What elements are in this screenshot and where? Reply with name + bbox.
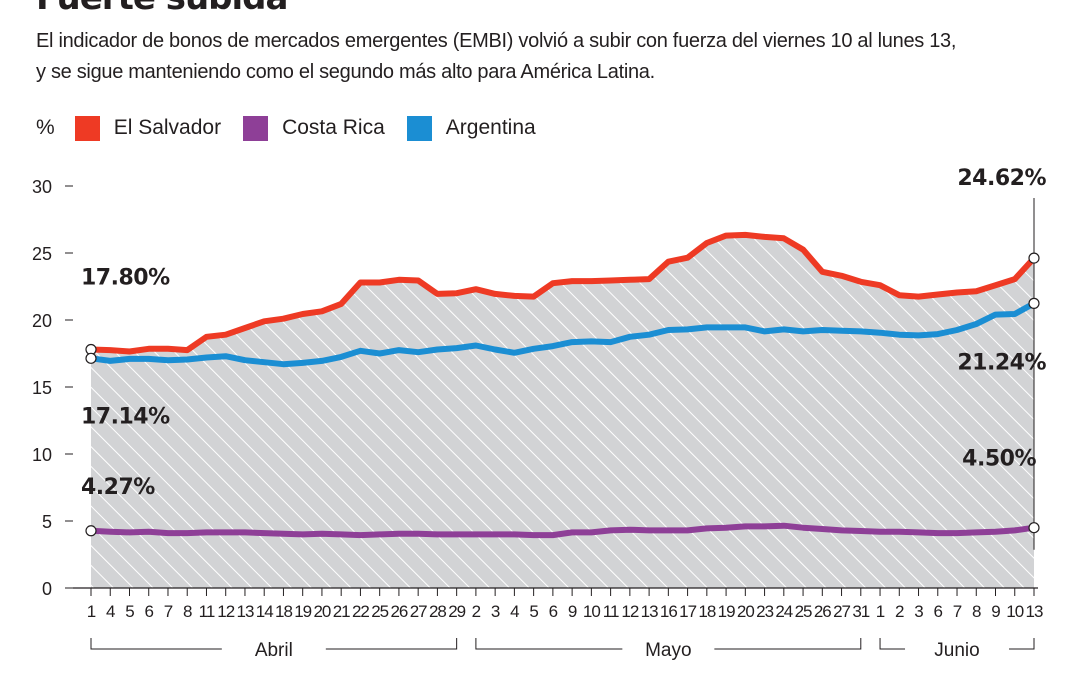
y-tick-label: 0	[42, 579, 52, 599]
x-tick-label: 25	[371, 602, 388, 621]
value-callout: 24.62%	[957, 166, 1046, 191]
x-tick-label: 8	[183, 602, 192, 621]
x-tick-label: 21	[333, 602, 350, 621]
subtitle: El indicador de bonos de mercados emerge…	[36, 26, 1046, 88]
argentina-line	[88, 300, 1037, 368]
y-tick-label: 25	[32, 244, 52, 264]
y-tick-label: 30	[32, 177, 52, 197]
x-tick-label: 14	[256, 602, 273, 621]
legend-item-costa-rica: Costa Rica	[243, 115, 385, 141]
x-tick-label: 7	[164, 602, 173, 621]
x-tick-label: 22	[352, 602, 369, 621]
x-tick-label: 25	[795, 602, 812, 621]
y-tick-label: 5	[42, 512, 52, 532]
x-tick-label: 9	[991, 602, 1000, 621]
endpoint-marker	[85, 525, 97, 537]
endpoint-marker	[1028, 252, 1040, 264]
x-tick-label: 26	[390, 602, 407, 621]
month-label: Abril	[255, 640, 293, 661]
x-tick-label: 2	[472, 602, 481, 621]
x-tick-label: 11	[603, 602, 619, 621]
x-tick-label: 7	[953, 602, 962, 621]
subtitle-line-1: El indicador de bonos de mercados emerge…	[36, 30, 957, 52]
x-tick-label: 6	[549, 602, 558, 621]
x-tick-label: 1	[876, 602, 885, 621]
y-tick-label: 10	[32, 445, 52, 465]
x-tick-label: 28	[429, 602, 446, 621]
x-tick-label: 6	[934, 602, 943, 621]
month-bracket	[90, 638, 458, 650]
x-tick-label: 13	[236, 602, 253, 621]
x-tick-label: 19	[294, 602, 311, 621]
value-callout: 17.14%	[81, 404, 170, 429]
legend-label-costa-rica: Costa Rica	[282, 116, 385, 139]
value-callout: 17.80%	[81, 265, 170, 290]
x-tick-label: 27	[410, 602, 427, 621]
x-tick-label: 4	[510, 602, 519, 621]
x-tick-label: 26	[814, 602, 831, 621]
month-bracket	[475, 638, 862, 650]
legend-item-argentina: Argentina	[406, 115, 536, 141]
value-callout: 4.50%	[962, 447, 1036, 472]
legend-swatch-costa-rica	[243, 115, 269, 141]
unit-label: %	[36, 116, 55, 139]
month-label: Junio	[934, 640, 979, 661]
y-tick-label: 20	[32, 311, 52, 331]
x-tick-label: 12	[217, 602, 234, 621]
x-tick-label: 20	[737, 602, 754, 621]
page-title: Fuerte subida	[36, 0, 288, 18]
x-tick-label: 3	[914, 602, 923, 621]
x-tick-label: 16	[660, 602, 677, 621]
x-tick-label: 24	[775, 602, 792, 621]
x-tick-label: 20	[313, 602, 330, 621]
x-tick-label: 18	[698, 602, 715, 621]
x-tick-label: 13	[641, 602, 658, 621]
x-tick-label: 4	[106, 602, 115, 621]
value-callout: 4.27%	[81, 475, 155, 500]
chart-legend: % El Salvador Costa Rica Argentina	[36, 112, 558, 144]
endpoint-marker	[85, 352, 97, 364]
legend-swatch-argentina	[406, 115, 432, 141]
y-tick-label: 15	[32, 378, 52, 398]
value-callout: 21.24%	[957, 350, 1046, 375]
x-tick-label: 13	[1026, 602, 1043, 621]
x-tick-label: 10	[1006, 602, 1023, 621]
x-tick-label: 5	[125, 602, 134, 621]
endpoint-marker	[1028, 522, 1040, 534]
subtitle-line-2: y se sigue manteniendo como el segundo m…	[36, 61, 655, 83]
x-tick-label: 27	[833, 602, 850, 621]
x-tick-label: 19	[718, 602, 735, 621]
costa-rica-line	[88, 522, 1037, 539]
x-tick-label: 10	[583, 602, 600, 621]
x-tick-label: 8	[972, 602, 981, 621]
legend-label-argentina: Argentina	[445, 116, 536, 139]
area-fill-0	[91, 234, 1034, 588]
legend-item-el-salvador: El Salvador	[74, 115, 222, 141]
legend-label-el-salvador: El Salvador	[113, 116, 222, 139]
x-tick-label: 23	[756, 602, 773, 621]
x-tick-label: 17	[679, 602, 696, 621]
x-tick-label: 2	[895, 602, 904, 621]
month-label: Mayo	[645, 640, 691, 661]
x-tick-label: 1	[87, 602, 96, 621]
x-tick-label: 31	[852, 602, 869, 621]
endpoint-marker	[1028, 297, 1040, 309]
x-tick-label: 11	[199, 602, 215, 621]
x-tick-label: 9	[568, 602, 577, 621]
x-tick-label: 5	[529, 602, 538, 621]
el-salvador-line	[88, 231, 1037, 355]
x-tick-label: 6	[145, 602, 154, 621]
x-tick-label: 29	[448, 602, 465, 621]
x-tick-label: 18	[275, 602, 292, 621]
legend-swatch-el-salvador	[74, 115, 100, 141]
x-tick-label: 3	[491, 602, 500, 621]
month-bracket	[879, 638, 1035, 650]
x-tick-label: 12	[621, 602, 638, 621]
